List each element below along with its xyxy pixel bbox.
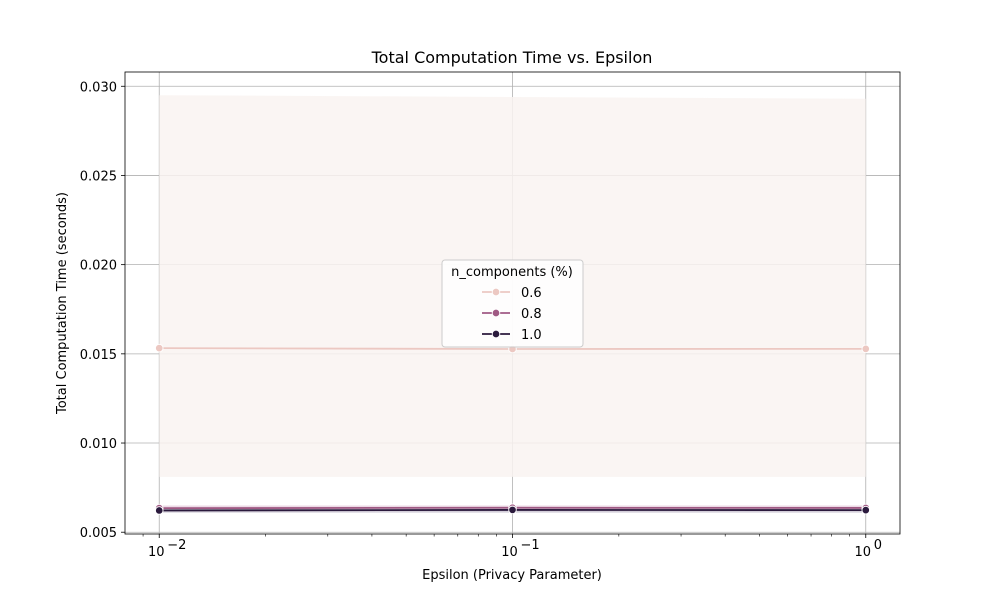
- x-tick-exponent: −1: [521, 538, 540, 553]
- y-tick-label: 0.030: [80, 80, 117, 95]
- x-axis-ticks: 10 −2 10 −1 10 0: [142, 534, 882, 560]
- data-point: [861, 505, 871, 515]
- y-tick-label: 0.020: [80, 259, 117, 274]
- x-tick-label: 10: [854, 545, 871, 560]
- x-axis-label: Epsilon (Privacy Parameter): [422, 568, 602, 583]
- y-axis-label: Total Computation Time (seconds): [55, 192, 70, 415]
- y-tick-label: 0.025: [80, 169, 117, 184]
- y-tick-label: 0.015: [80, 348, 117, 363]
- data-point: [861, 344, 871, 354]
- legend-label: 0.8: [521, 307, 542, 322]
- legend-items: 0.6 0.8 1.0: [482, 286, 542, 343]
- data-point: [508, 505, 517, 515]
- data-point: [154, 343, 164, 353]
- x-tick-exponent: −2: [167, 538, 186, 553]
- legend-swatch-marker: [491, 287, 501, 297]
- legend-label: 0.6: [521, 286, 542, 301]
- series-points: [154, 343, 871, 515]
- x-tick-label: 10: [148, 545, 165, 560]
- y-axis-ticks: 0.005 0.010 0.015 0.020 0.025 0.030: [80, 80, 125, 541]
- legend-label: 1.0: [521, 328, 542, 343]
- legend-box: [441, 259, 584, 348]
- legend-swatch-marker: [491, 329, 501, 339]
- data-point: [154, 506, 164, 515]
- y-tick-label: 0.010: [80, 437, 117, 452]
- x-tick-label: 10: [501, 545, 518, 560]
- y-tick-label: 0.005: [80, 526, 117, 541]
- legend-swatch-marker: [491, 308, 501, 318]
- legend: n_components (%) 0.6 0.8 1.0: [441, 259, 584, 348]
- chart-title: Total Computation Time vs. Epsilon: [371, 48, 653, 67]
- legend-title: n_components (%): [451, 265, 573, 280]
- x-tick-exponent: 0: [874, 538, 882, 553]
